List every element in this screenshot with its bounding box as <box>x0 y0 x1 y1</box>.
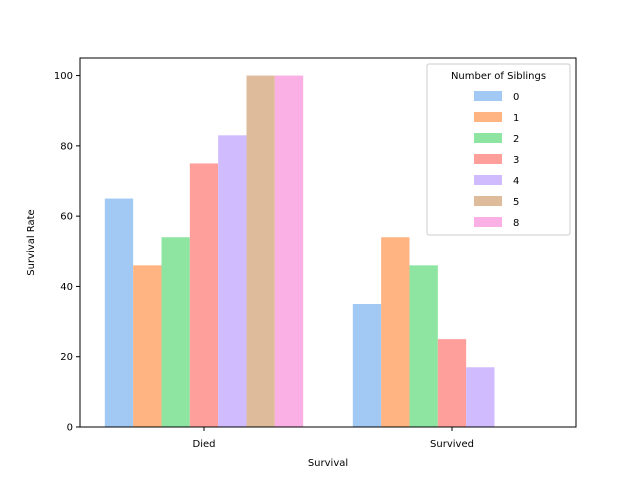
legend-label: 2 <box>513 134 519 145</box>
legend-label: 8 <box>513 218 519 229</box>
x-tick-label: Survived <box>430 439 474 450</box>
y-tick-label: 100 <box>54 71 73 82</box>
legend-label: 0 <box>513 92 519 103</box>
legend-swatch <box>474 217 502 227</box>
x-axis-label: Survival <box>308 458 348 469</box>
legend-swatch <box>474 175 502 185</box>
y-tick-label: 60 <box>60 212 73 223</box>
bar-survived-siblings-1 <box>381 237 410 427</box>
bars-group <box>104 75 495 427</box>
bar-died-siblings-8 <box>274 75 304 427</box>
legend-label: 3 <box>513 155 519 166</box>
legend-swatch <box>474 196 502 206</box>
legend-swatch <box>474 133 502 143</box>
legend-label: 4 <box>513 176 519 187</box>
y-tick-label: 40 <box>60 282 73 293</box>
y-tick-label: 20 <box>60 352 73 363</box>
legend-label: 5 <box>513 197 519 208</box>
bar-died-siblings-4 <box>218 135 247 427</box>
bar-died-siblings-3 <box>189 163 219 427</box>
bar-died-siblings-1 <box>133 265 162 427</box>
legend-swatch <box>474 91 502 101</box>
bar-survived-siblings-3 <box>437 339 467 427</box>
bar-survived-siblings-4 <box>466 367 495 427</box>
legend-swatch <box>474 154 502 164</box>
legend-label: 1 <box>513 113 519 124</box>
y-axis-label: Survival Rate <box>26 209 37 275</box>
bar-died-siblings-5 <box>246 75 275 427</box>
bar-survived-siblings-0 <box>352 304 382 427</box>
y-tick-label: 0 <box>67 423 73 434</box>
bar-died-siblings-2 <box>161 237 190 427</box>
legend-title: Number of Siblings <box>451 71 546 82</box>
y-tick-label: 80 <box>60 141 73 152</box>
bar-died-siblings-0 <box>104 198 134 427</box>
plot-frame <box>79 57 577 428</box>
y-axis: 0 20 40 60 80 100 <box>54 71 80 434</box>
legend-box <box>426 63 571 236</box>
x-tick-label: Died <box>193 439 216 450</box>
x-axis: Died Survived <box>193 427 474 450</box>
legend: Number of Siblings 0 1 2 3 4 5 8 <box>426 63 571 236</box>
legend-swatch <box>474 112 502 122</box>
bar-survived-siblings-2 <box>409 265 438 427</box>
